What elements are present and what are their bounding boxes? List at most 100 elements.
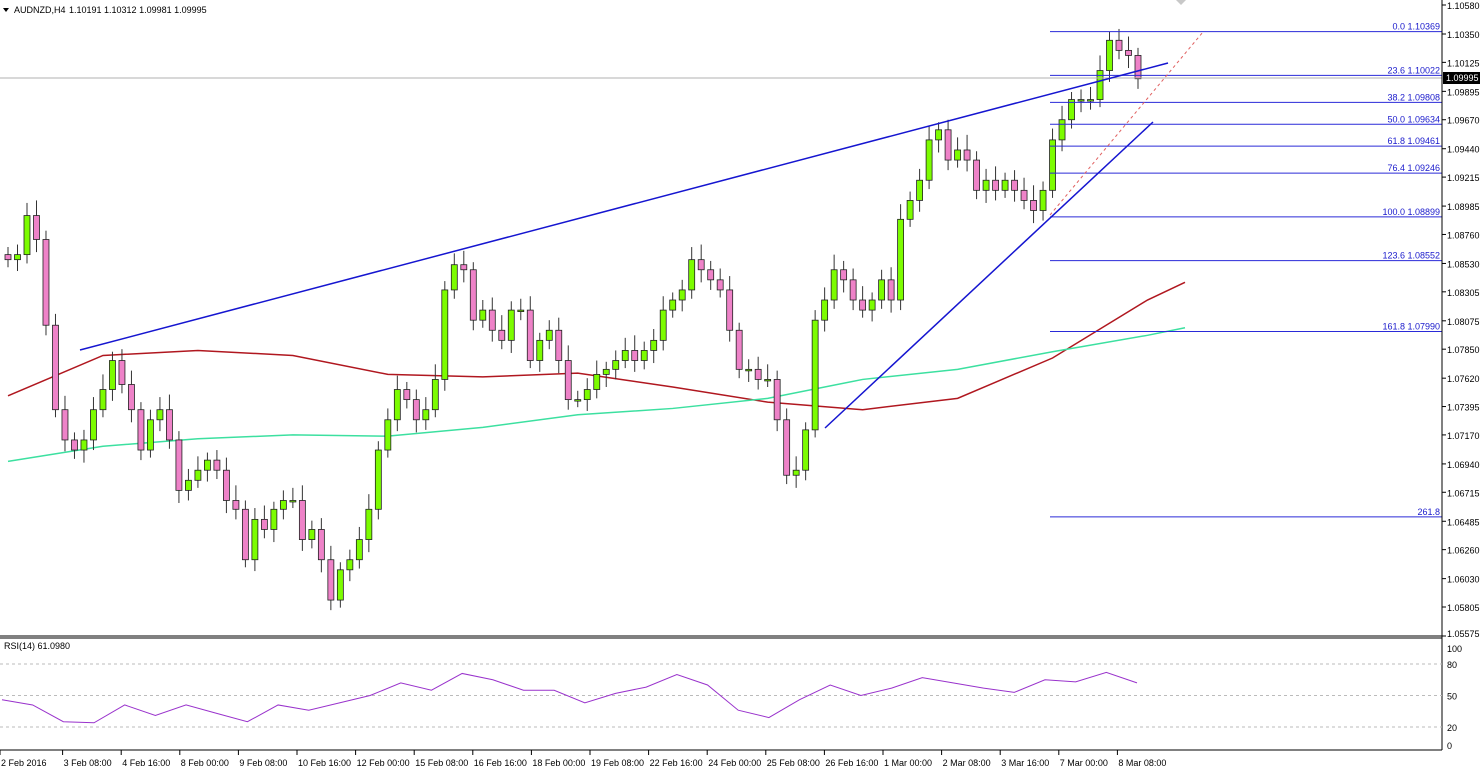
candle <box>90 397 97 451</box>
candle-body <box>821 299 829 321</box>
time-tick-label: 3 Feb 08:00 <box>64 758 112 768</box>
price-tick-label: 1.07850 <box>1447 345 1480 355</box>
candle-body <box>327 559 335 601</box>
price-tick-label: 1.10350 <box>1447 30 1480 40</box>
price-tick-label: 1.08985 <box>1447 202 1480 212</box>
candle-body <box>1039 189 1047 211</box>
candle <box>1020 177 1028 210</box>
candle <box>137 402 145 461</box>
candle-body <box>669 299 677 311</box>
candle-body <box>128 384 135 411</box>
candle <box>555 317 563 374</box>
candle <box>897 204 905 311</box>
candle <box>232 485 240 520</box>
candle-body <box>811 319 819 431</box>
candle-body <box>1020 189 1028 201</box>
candle <box>298 485 306 551</box>
candle-body <box>4 254 12 261</box>
shift-marker-icon[interactable] <box>1176 0 1186 5</box>
candle-body <box>697 259 705 271</box>
candle-body <box>498 329 506 341</box>
time-tick-label: 1 Mar 00:00 <box>884 758 932 768</box>
candle-body <box>745 368 753 372</box>
candle-body <box>374 449 382 510</box>
candle <box>830 254 838 309</box>
candle <box>147 409 154 458</box>
candle <box>1125 36 1132 69</box>
dropdown-triangle-icon[interactable] <box>3 8 9 12</box>
candle <box>1106 31 1113 82</box>
candle-body <box>403 389 411 401</box>
candle-body <box>754 368 762 380</box>
candle <box>764 364 772 388</box>
candle-body <box>185 479 192 491</box>
time-tick-label: 16 Feb 16:00 <box>474 758 527 768</box>
price-tick-label: 1.09215 <box>1447 173 1480 183</box>
time-tick-label: 24 Feb 00:00 <box>708 758 761 768</box>
candle <box>1087 86 1094 110</box>
time-tick-label: 3 Mar 16:00 <box>1001 758 1049 768</box>
candle-body <box>298 500 306 540</box>
candle <box>279 490 287 520</box>
candle-body <box>555 329 563 361</box>
candle-body <box>1134 55 1142 80</box>
price-tick-label: 1.09440 <box>1447 145 1480 155</box>
projection-line[interactable] <box>1049 31 1204 216</box>
price-tick-label: 1.07170 <box>1447 431 1480 441</box>
time-axis: 2 Feb 2016 3 Feb 08:00 4 Feb 16:00 8 Feb 00… <box>0 750 1166 768</box>
price-tick-label: 1.08530 <box>1447 259 1480 269</box>
rsi-levels: 100 80 50 20 0 <box>0 644 1462 751</box>
candle <box>166 394 173 449</box>
candle <box>384 408 392 458</box>
time-tick-label: 4 Feb 16:00 <box>122 758 170 768</box>
candle <box>963 134 971 172</box>
candle <box>42 230 50 336</box>
moving-average-fast <box>7 281 1186 411</box>
candle-body <box>308 529 316 540</box>
candle <box>4 247 12 268</box>
candle <box>659 296 667 351</box>
candle-body <box>574 399 582 402</box>
candle <box>317 518 325 573</box>
candle-body <box>460 264 468 271</box>
candle <box>1049 128 1056 198</box>
time-tick-label: 12 Feb 00:00 <box>357 758 410 768</box>
candle <box>631 335 639 372</box>
rsi-level-label: 100 <box>1447 644 1462 654</box>
candle-body <box>621 350 629 361</box>
price-tick-label: 1.06030 <box>1447 575 1480 585</box>
fib-level-label: 76.4 1.09246 <box>1387 163 1440 173</box>
candle <box>289 487 297 509</box>
candle-body <box>23 215 31 256</box>
candles <box>4 28 1142 611</box>
candle-body <box>517 309 525 312</box>
candle-body <box>583 389 591 401</box>
candle-body <box>678 289 686 301</box>
candle-body <box>612 360 620 370</box>
candle-body <box>792 469 800 476</box>
upper-trendline[interactable] <box>79 62 1169 351</box>
candle <box>783 408 791 485</box>
candle <box>507 301 515 353</box>
price-tick-label: 1.08760 <box>1447 230 1480 240</box>
candle <box>23 202 31 264</box>
candle-body <box>1068 99 1075 121</box>
candle-body <box>906 200 914 220</box>
candle-body <box>241 508 249 561</box>
candle-body <box>1096 70 1104 100</box>
candle <box>33 200 40 253</box>
price-tick-label: 1.08075 <box>1447 317 1480 327</box>
candle-body <box>963 149 971 161</box>
candle-body <box>650 339 658 351</box>
fib-level-label: 100.0 1.08899 <box>1382 207 1440 217</box>
candle-body <box>545 329 553 341</box>
fib-level-label: 0.0 1.10369 <box>1392 22 1440 32</box>
candle-body <box>773 379 781 421</box>
candle-body <box>251 518 259 561</box>
candle-body <box>526 309 534 361</box>
price-pane[interactable] <box>0 0 1442 636</box>
lower-trendline[interactable] <box>824 121 1154 429</box>
candle-body <box>232 500 240 510</box>
candle <box>469 262 477 331</box>
